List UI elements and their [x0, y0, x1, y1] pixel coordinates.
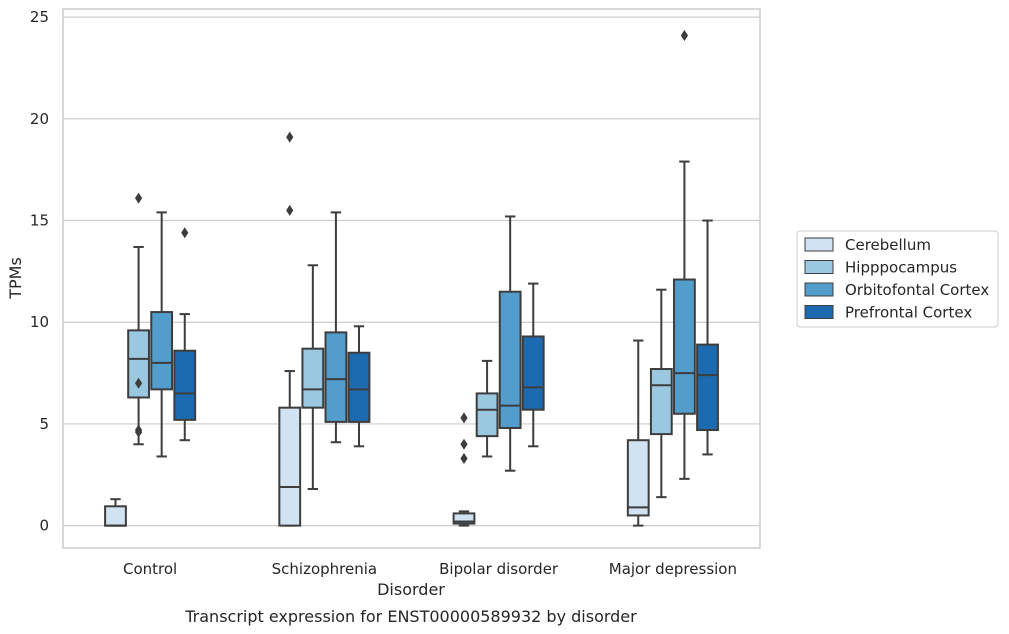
- box-prefrontal-cortex: [347, 325, 371, 448]
- legend-label: Prefrontal Cortex: [845, 304, 972, 322]
- plot-frame: [62, 8, 761, 549]
- box-cerebellum: [626, 339, 650, 527]
- x-axis-title: Disorder: [377, 580, 445, 599]
- x-tick-label: Control: [123, 560, 177, 578]
- y-tick-label: 5: [39, 415, 49, 433]
- y-tick-label: 15: [30, 212, 49, 230]
- legend-label: Orbitofontal Cortex: [845, 281, 989, 299]
- legend: Cerebellum Hipppocampus Orbitofontal Corte…: [796, 230, 999, 328]
- box-hipppocampus: [475, 359, 499, 458]
- outlier-point: [134, 377, 143, 389]
- outlier-point: [460, 412, 468, 424]
- legend-swatch: [804, 305, 834, 319]
- box-iqr: [673, 278, 696, 415]
- y-axis-title: TPMs: [6, 257, 25, 300]
- boxes: [104, 29, 719, 527]
- outlier-point: [181, 227, 189, 239]
- box-iqr: [649, 368, 673, 436]
- box-iqr: [301, 347, 325, 409]
- legend-swatch: [804, 260, 834, 274]
- grid-lines: [63, 16, 760, 527]
- legend-label: Cerebellum: [845, 236, 931, 254]
- box-cerebellum: [278, 131, 302, 527]
- box-iqr: [150, 311, 174, 391]
- legend-label: Hipppocampus: [845, 259, 957, 277]
- box-hipppocampus: [127, 192, 150, 446]
- x-tick-label: Bipolar disorder: [439, 560, 559, 578]
- box-iqr: [278, 406, 302, 527]
- box-iqr: [475, 392, 499, 438]
- x-tick-label: Schizophrenia: [272, 560, 377, 578]
- x-tick-labels: Control Schizophrenia Bipolar disorder Majo…: [123, 560, 737, 578]
- box-hipppocampus: [649, 288, 673, 499]
- box-iqr: [452, 512, 476, 525]
- box-iqr: [498, 290, 522, 429]
- box-cerebellum: [452, 412, 476, 527]
- y-tick-labels: 0 5 10 15 20 25: [30, 8, 49, 534]
- x-tick-label: Major depression: [609, 560, 737, 578]
- box-iqr: [626, 439, 650, 517]
- chart-caption: Transcript expression for ENST0000058993…: [184, 607, 637, 626]
- outlier-point: [134, 424, 143, 436]
- box-orbitofontal-cortex: [673, 29, 696, 480]
- box-hipppocampus: [301, 264, 325, 491]
- y-tick-label: 0: [39, 517, 49, 535]
- outlier-point: [680, 29, 689, 41]
- box-iqr: [127, 329, 150, 399]
- outlier-point: [286, 204, 294, 216]
- box-prefrontal-cortex: [521, 282, 545, 448]
- box-orbitofontal-cortex: [150, 211, 174, 458]
- box-iqr: [347, 351, 371, 423]
- legend-swatch: [804, 237, 834, 252]
- y-tick-label: 25: [30, 8, 49, 26]
- box-iqr: [324, 331, 348, 423]
- box-cerebellum: [104, 498, 127, 527]
- legend-frame: [796, 230, 999, 328]
- box-prefrontal-cortex: [696, 219, 719, 456]
- box-prefrontal-cortex: [173, 227, 197, 442]
- legend-swatch: [804, 282, 834, 297]
- outlier-point: [460, 453, 468, 465]
- y-tick-label: 20: [30, 110, 49, 128]
- box-orbitofontal-cortex: [324, 211, 348, 444]
- box-iqr: [696, 343, 719, 432]
- box-orbitofontal-cortex: [498, 215, 522, 472]
- outlier-point: [134, 192, 143, 204]
- outlier-point: [286, 131, 294, 143]
- box-iqr: [104, 505, 127, 527]
- plot-background: [63, 9, 760, 548]
- box-iqr: [173, 349, 197, 421]
- y-tick-label: 10: [30, 313, 49, 331]
- outlier-point: [460, 438, 468, 450]
- box-iqr: [521, 335, 545, 411]
